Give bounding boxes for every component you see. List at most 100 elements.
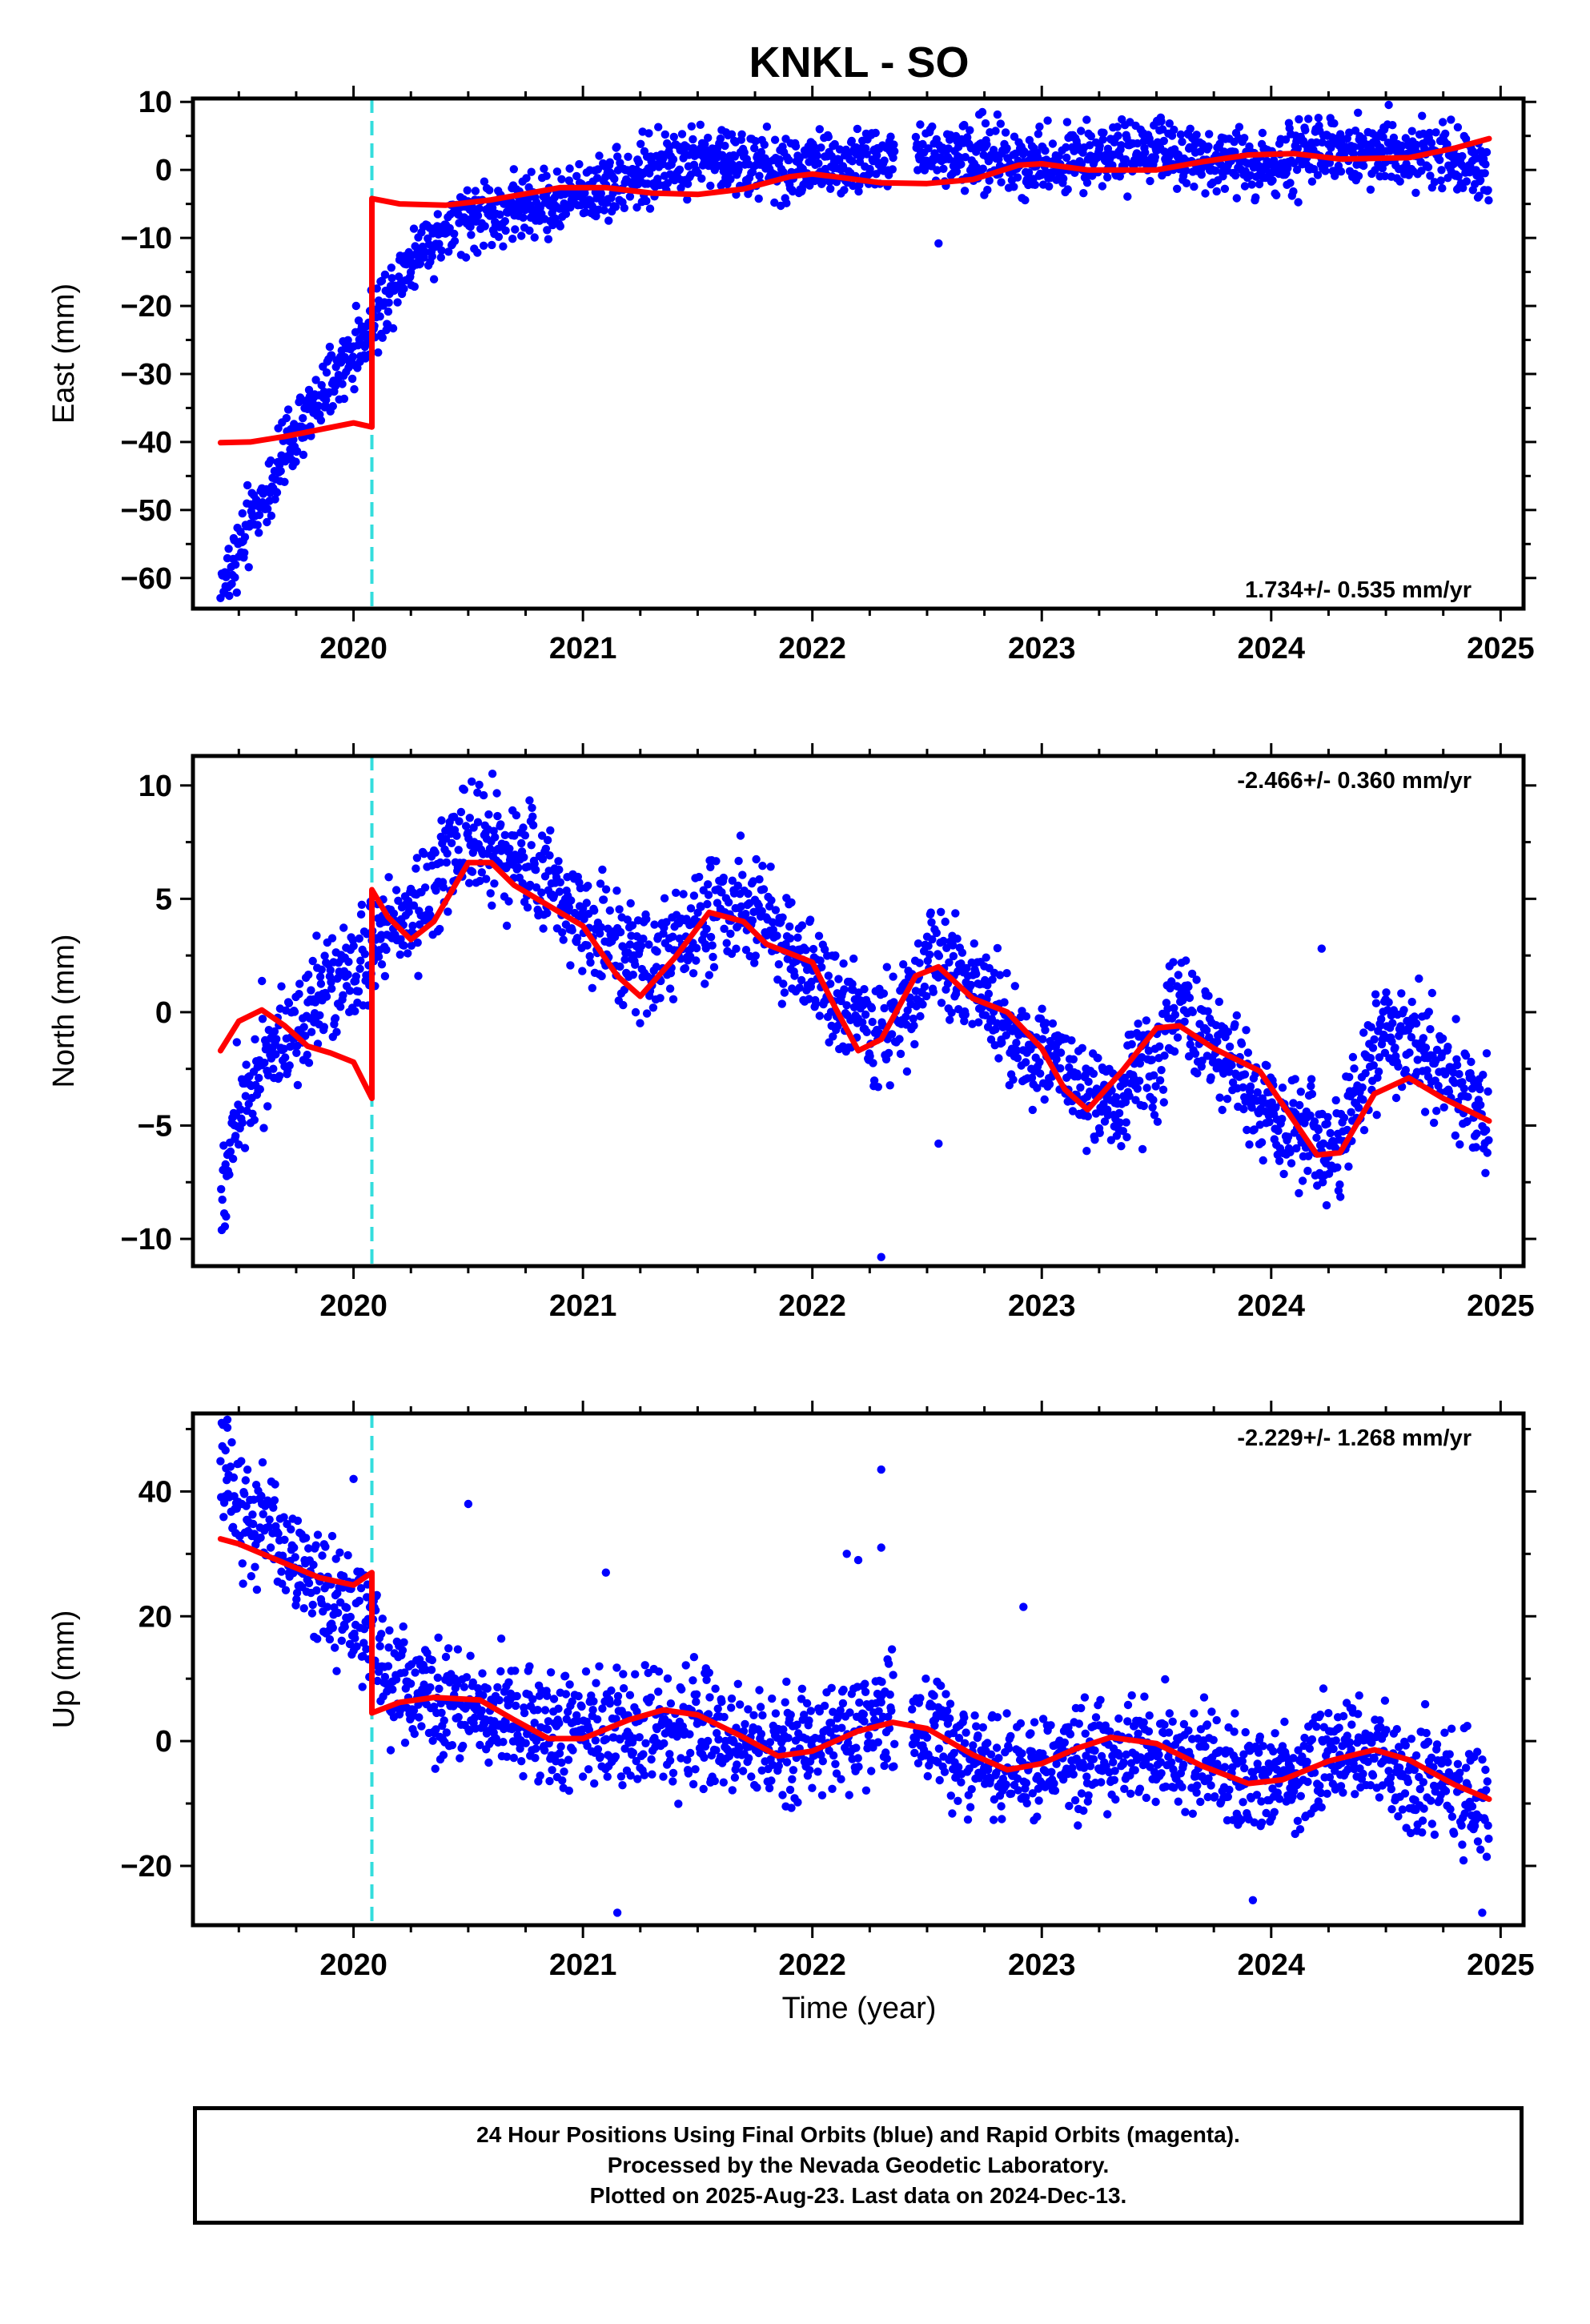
east-data-point	[314, 401, 323, 410]
up-data-point	[632, 1707, 641, 1716]
north-data-point	[1259, 1156, 1267, 1165]
east-data-point	[1418, 111, 1427, 120]
east-data-point	[244, 563, 253, 572]
up-data-point	[635, 1733, 644, 1742]
east-data-point	[1255, 179, 1264, 189]
east-data-point	[1146, 176, 1154, 186]
east-data-point	[1436, 176, 1445, 185]
north-data-point	[1239, 1104, 1248, 1114]
north-data-point	[749, 877, 757, 886]
north-data-point	[441, 834, 451, 843]
east-data-point	[1082, 179, 1092, 187]
east-data-point	[1034, 130, 1043, 139]
north-data-point	[519, 823, 528, 832]
up-data-point	[660, 1739, 669, 1748]
north-data-point	[1237, 1039, 1247, 1048]
north-data-point	[1482, 1126, 1491, 1135]
up-data-point	[532, 1744, 540, 1753]
up-data-point	[386, 1746, 395, 1755]
north-data-point	[1323, 1120, 1331, 1128]
up-data-point	[433, 1673, 442, 1683]
north-data-point	[1344, 1162, 1353, 1171]
north-data-point	[925, 950, 934, 959]
north-data-point	[1074, 1072, 1082, 1081]
up-data-point	[243, 1466, 252, 1474]
east-data-point	[1020, 147, 1029, 156]
east-data-point	[435, 239, 444, 248]
north-data-point	[532, 866, 540, 875]
north-data-point	[860, 985, 869, 994]
north-data-point	[1476, 1100, 1485, 1110]
north-data-point	[968, 1019, 977, 1028]
north-data-point	[728, 876, 737, 885]
east-data-point	[815, 125, 824, 134]
north-data-point	[293, 1080, 303, 1090]
up-data-point	[692, 1690, 701, 1699]
east-data-point	[1095, 141, 1104, 151]
up-data-point	[813, 1767, 822, 1776]
east-data-point	[697, 174, 706, 183]
north-data-point	[719, 873, 728, 883]
north-data-point	[228, 1154, 238, 1164]
up-data-point	[654, 1687, 663, 1696]
north-data-point	[377, 960, 387, 969]
north-data-point	[259, 1124, 268, 1132]
north-data-point	[1160, 1051, 1169, 1060]
east-data-point	[548, 220, 557, 230]
north-data-point	[805, 995, 813, 1003]
east-data-point	[1170, 125, 1178, 135]
north-data-point	[496, 820, 505, 829]
north-data-point	[315, 972, 325, 981]
up-data-point	[797, 1695, 806, 1703]
up-data-point	[337, 1636, 346, 1645]
east-data-point	[1351, 127, 1360, 135]
east-data-point	[600, 206, 608, 215]
north-data-point	[1142, 1016, 1151, 1025]
east-data-point	[500, 217, 509, 226]
east-data-point	[1435, 155, 1444, 164]
east-data-point	[978, 107, 987, 117]
north-data-point	[795, 983, 804, 992]
north-data-point	[626, 899, 635, 908]
east-data-point	[1441, 129, 1450, 139]
east-data-point	[227, 579, 236, 589]
north-data-point	[937, 999, 946, 1007]
east-data-point	[383, 307, 393, 316]
north-data-point	[689, 891, 699, 900]
north-data-point	[869, 1076, 879, 1085]
north-data-point	[1155, 1076, 1165, 1085]
east-data-point	[1220, 184, 1230, 193]
north-data-point	[407, 941, 416, 951]
up-data-point	[837, 1723, 846, 1732]
north-data-point	[394, 896, 403, 906]
north-data-point	[1443, 1043, 1452, 1051]
north-data-point	[692, 956, 701, 965]
east-data-point	[669, 155, 678, 164]
east-data-point	[985, 176, 994, 185]
north-data-point	[374, 952, 383, 961]
east-data-point	[683, 179, 693, 188]
north-data-point	[797, 975, 806, 985]
north-data-point	[1372, 1111, 1381, 1120]
north-data-point	[1013, 1054, 1022, 1063]
north-data-point	[584, 882, 592, 891]
north-data-point	[790, 971, 799, 980]
up-data-point	[689, 1676, 697, 1685]
north-data-point	[1358, 1083, 1367, 1092]
east-data-point	[826, 184, 835, 193]
north-data-point	[774, 960, 783, 969]
north-data-point	[785, 934, 795, 943]
north-data-point	[880, 1003, 889, 1013]
north-data-point	[1323, 1112, 1332, 1122]
up-data-point	[808, 1783, 817, 1792]
north-data-point	[420, 850, 428, 858]
up-data-point	[216, 1457, 225, 1466]
north-data-point	[517, 838, 526, 848]
north-data-point	[1359, 1096, 1367, 1104]
up-data-point	[251, 1562, 259, 1571]
north-data-point	[1056, 1063, 1065, 1073]
up-data-point	[753, 1783, 761, 1792]
north-data-point	[1213, 1037, 1222, 1046]
north-data-point	[461, 822, 471, 830]
up-data-point	[817, 1791, 827, 1799]
